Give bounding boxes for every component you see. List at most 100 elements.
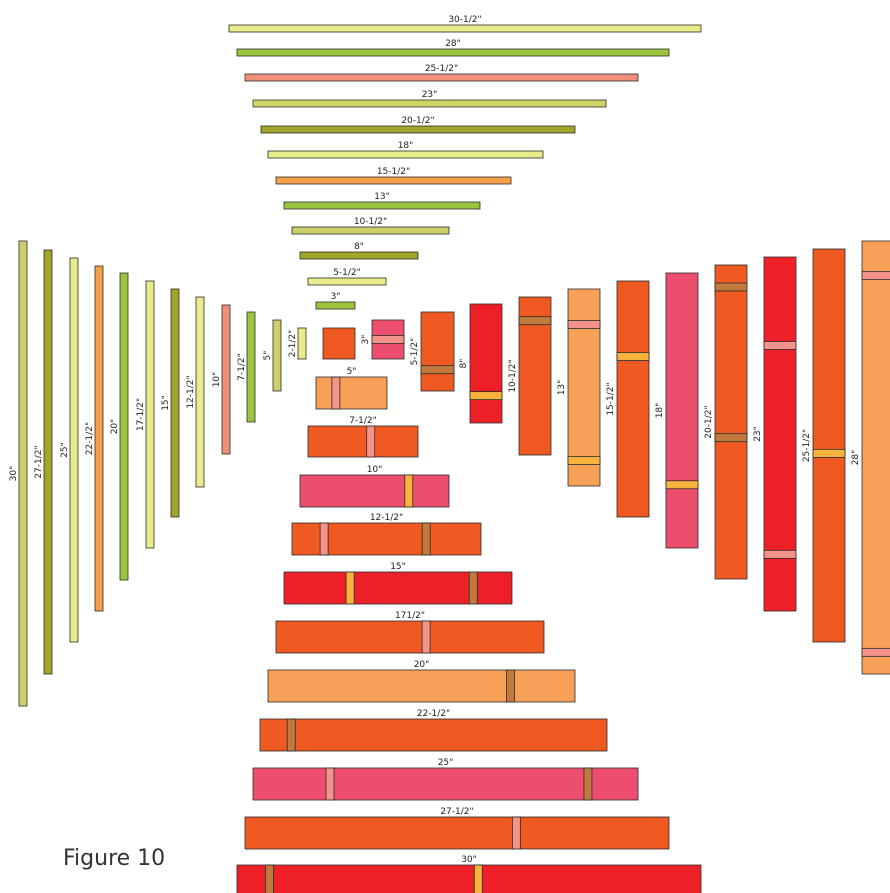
bottom-block <box>299 474 450 508</box>
right-block <box>420 311 455 392</box>
bottom-block-label: 171/2" <box>395 611 425 621</box>
bottom-block-label: 25" <box>438 758 454 768</box>
figure-caption: Figure 10 <box>63 846 166 871</box>
right-block-label: 8" <box>459 359 469 369</box>
top-strip <box>252 99 607 108</box>
bottom-block-label: 7-1/2" <box>349 416 377 426</box>
top-strip-label: 15-1/2" <box>377 167 410 177</box>
bottom-block <box>244 816 670 850</box>
right-block-label: 13" <box>557 380 567 396</box>
bottom-block-label: 30" <box>461 855 477 865</box>
left-strip <box>221 304 231 455</box>
bottom-block <box>315 376 388 410</box>
left-strip <box>119 272 129 581</box>
top-strip <box>299 251 419 260</box>
right-block-seam <box>665 480 699 490</box>
top-strip <box>267 150 544 159</box>
right-block-seam <box>763 341 797 350</box>
bottom-block-seam <box>331 376 341 410</box>
top-strip-label: 13" <box>374 192 390 202</box>
left-strip <box>272 319 282 392</box>
center-square <box>322 327 356 360</box>
left-strip-label: 20" <box>110 419 120 435</box>
bottom-block <box>252 767 639 801</box>
top-strip-label: 3" <box>331 292 341 302</box>
right-block-label: 5-1/2" <box>410 338 420 366</box>
bottom-block-seam <box>468 571 478 605</box>
top-strip <box>260 125 576 134</box>
left-strip <box>69 257 79 643</box>
top-strip-label: 18" <box>398 141 414 151</box>
right-block-seam <box>567 320 601 329</box>
bottom-block-seam <box>583 767 593 801</box>
bottom-block <box>267 669 576 703</box>
right-block-label: 3" <box>361 335 371 345</box>
bottom-block-seam <box>319 522 329 556</box>
right-block <box>616 280 650 518</box>
left-strip-label: 7-1/2" <box>237 353 247 381</box>
right-block-seam <box>812 448 846 458</box>
left-strip <box>18 240 28 707</box>
bottom-block-seam <box>286 718 296 752</box>
right-block-label: 25-1/2" <box>802 429 812 462</box>
right-block <box>861 240 890 675</box>
left-strip <box>195 296 205 488</box>
left-strip-label: 22-1/2" <box>85 422 95 455</box>
right-block-label: 28" <box>851 450 861 466</box>
left-strip-label: 5" <box>263 351 273 361</box>
right-block-label: 18" <box>655 403 665 419</box>
right-block <box>665 272 699 549</box>
right-block-label: 10-1/2" <box>508 359 518 392</box>
bottom-block-seam <box>421 620 431 654</box>
top-strip-label: 20-1/2" <box>401 116 434 126</box>
top-strip <box>275 176 512 185</box>
top-strip <box>283 201 481 210</box>
bottom-block-label: 5" <box>347 367 357 377</box>
bottom-block-seam <box>265 864 274 893</box>
bottom-block-seam <box>345 571 355 605</box>
left-strip-label: 2-1/2" <box>288 330 298 358</box>
left-strip <box>297 327 307 360</box>
right-block-label: 23" <box>753 426 763 442</box>
bottom-block <box>283 571 513 605</box>
bottom-block-label: 12-1/2" <box>370 513 403 523</box>
top-strip-label: 28" <box>445 39 461 49</box>
left-strip-label: 30" <box>9 466 19 482</box>
top-strip-label: 8" <box>354 242 364 252</box>
right-block-label: 20-1/2" <box>704 405 714 438</box>
right-block-seam <box>616 352 650 361</box>
bottom-block-seam <box>511 816 521 850</box>
right-block <box>469 303 503 424</box>
right-block-seam <box>469 391 503 401</box>
right-block-seam <box>567 455 601 465</box>
left-strip-label: 17-1/2" <box>136 398 146 431</box>
top-strip <box>228 24 702 33</box>
bottom-block-seam <box>325 767 335 801</box>
left-strip-label: 27-1/2" <box>34 445 44 478</box>
right-block-seam <box>861 647 890 657</box>
top-strip <box>315 301 356 310</box>
right-block-seam <box>861 271 890 281</box>
top-strip <box>244 73 639 82</box>
left-strip <box>145 280 155 549</box>
right-block-seam <box>420 365 455 375</box>
left-strip <box>43 249 53 675</box>
left-strip-label: 12-1/2" <box>186 375 196 408</box>
left-strip <box>246 311 256 423</box>
bottom-block-seam <box>421 522 431 556</box>
right-block-seam <box>518 316 552 326</box>
bottom-block-label: 20" <box>414 660 430 670</box>
right-block <box>714 264 748 580</box>
right-block-seam <box>714 433 748 443</box>
left-strip <box>170 288 180 518</box>
bottom-block-label: 27-1/2" <box>440 807 473 817</box>
right-block-seam <box>763 549 797 559</box>
right-block-label: 15-1/2" <box>606 382 616 415</box>
top-strip-label: 30-1/2" <box>448 15 481 25</box>
left-strip <box>94 265 104 612</box>
bottom-block-seam <box>506 669 515 703</box>
bottom-block <box>307 425 419 458</box>
bottom-block-label: 22-1/2" <box>417 709 450 719</box>
bottom-block <box>275 620 545 654</box>
